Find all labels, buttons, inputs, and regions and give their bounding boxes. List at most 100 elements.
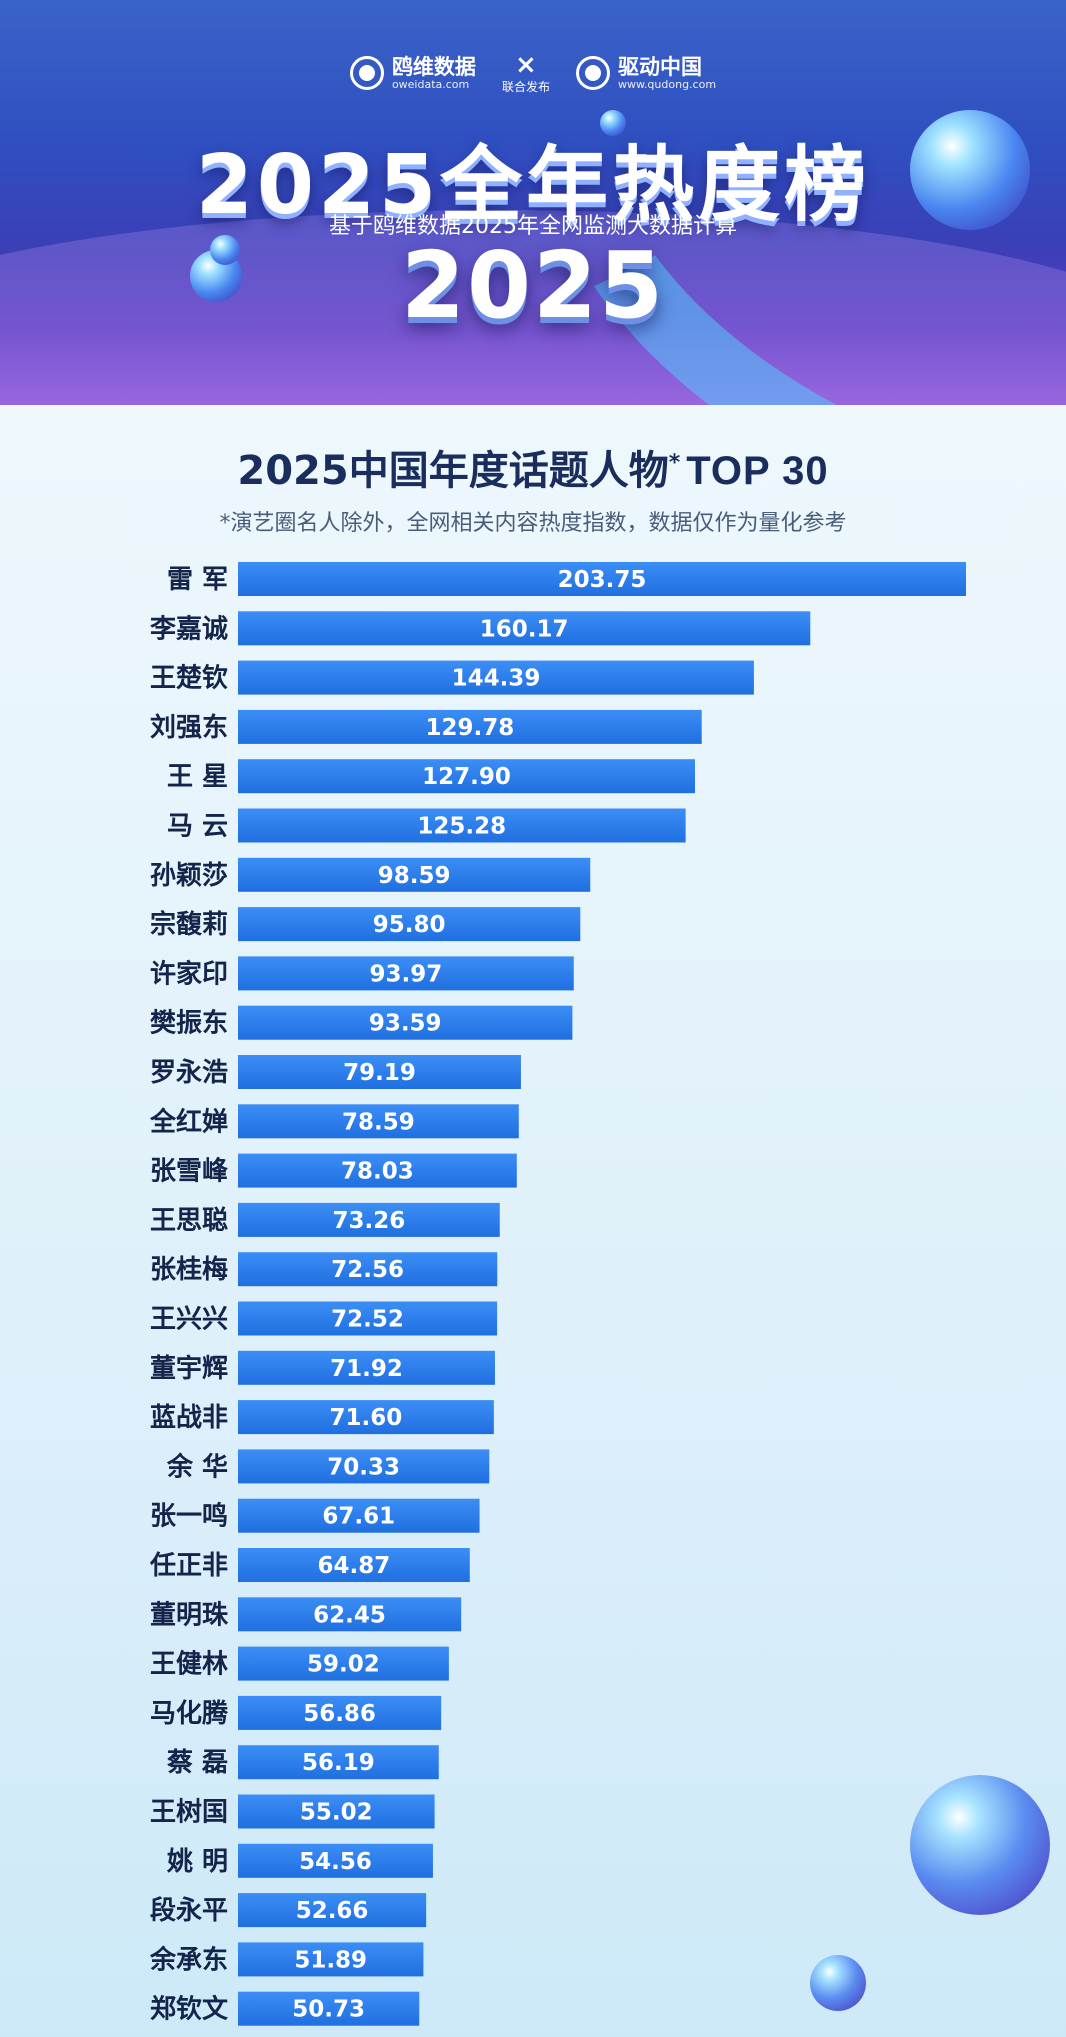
- chart-title-star: *: [668, 450, 681, 476]
- bar-value-label: 93.59: [369, 1011, 442, 1037]
- bar: [238, 1005, 573, 1040]
- bar-value-label: 64.87: [318, 1553, 391, 1579]
- bar-value-label: 71.92: [330, 1356, 403, 1382]
- bar-category-label: 王树国: [150, 1798, 228, 1828]
- bar-value-label: 54.56: [299, 1849, 372, 1875]
- bar: [238, 1252, 498, 1287]
- bar-value-label: 55.02: [300, 1800, 373, 1826]
- banner-title: 2025全年热度榜: [195, 138, 871, 233]
- bar-category-label: 罗永浩: [150, 1058, 228, 1088]
- bar: [238, 907, 581, 942]
- bar: [238, 1893, 427, 1928]
- bar-category-label: 李嘉诚: [149, 614, 228, 644]
- bar: [238, 660, 754, 695]
- chart-title-main: 2025中国年度话题人物: [237, 448, 669, 494]
- bar-category-label: 雷 军: [167, 565, 228, 595]
- bar-category-label: 王思聪: [150, 1205, 228, 1236]
- bar: [238, 562, 966, 596]
- qudong-logo-icon: [575, 56, 610, 90]
- bar-category-label: 蓝战非: [150, 1403, 228, 1433]
- bar: [238, 611, 811, 646]
- bar-value-label: 98.59: [378, 863, 451, 889]
- bar: [238, 857, 591, 892]
- bar-category-label: 余 华: [166, 1451, 228, 1482]
- bar-category-label: 姚 明: [166, 1847, 228, 1877]
- bar-category-label: 孙颖莎: [150, 861, 228, 891]
- bar-category-label: 王 星: [167, 762, 228, 792]
- bar-category-label: 刘强东: [150, 712, 228, 743]
- bar-value-label: 56.19: [302, 1750, 375, 1776]
- bar-value-label: 93.97: [369, 961, 442, 987]
- chart-note: *演艺圈名人除外，全网相关内容热度指数，数据仅作为量化参考: [219, 511, 847, 536]
- bar-category-label: 樊振东: [150, 1008, 228, 1039]
- bar-value-label: 56.86: [303, 1701, 376, 1727]
- partner-logos: 鸥维数据 oweidata.com × 联合发布 驱动中国 www.qudong…: [0, 48, 1066, 98]
- bar-category-label: 王楚钦: [150, 664, 228, 694]
- orb-bottom-small: [810, 1955, 866, 2011]
- bar-category-label: 王兴兴: [150, 1305, 228, 1335]
- bar-value-label: 78.03: [341, 1159, 414, 1185]
- bar-value-label: 79.19: [343, 1060, 416, 1086]
- bar-value-label: 52.66: [296, 1898, 369, 1924]
- bar-category-label: 段永平: [150, 1895, 228, 1926]
- joint-release-label: 联合发布: [501, 79, 550, 94]
- header-banner: 鸥维数据 oweidata.com × 联合发布 驱动中国 www.qudong…: [0, 0, 1066, 410]
- bar: [238, 1202, 500, 1237]
- bar: [238, 1153, 517, 1188]
- oweidata-url: oweidata.com: [391, 77, 470, 91]
- bar-value-label: 129.78: [425, 715, 514, 741]
- bar-value-label: 203.75: [558, 567, 647, 593]
- qudong-url: www.qudong.com: [617, 77, 717, 91]
- bar: [238, 1646, 449, 1681]
- bar: [238, 1301, 498, 1336]
- bar-value-label: 95.80: [373, 912, 446, 938]
- bar: [238, 1695, 442, 1730]
- bar-category-label: 余承东: [149, 1944, 228, 1975]
- cross-icon: ×: [515, 49, 537, 80]
- qudong-logo: 驱动中国 www.qudong.com: [575, 55, 717, 92]
- bar-value-label: 72.56: [331, 1257, 404, 1283]
- bar: [238, 1498, 480, 1533]
- orb-small-center: [600, 110, 626, 136]
- oweidata-name: 鸥维数据: [391, 54, 476, 79]
- bar-category-label: 郑钦文: [150, 1994, 229, 2025]
- bar-category-label: 任正非: [149, 1551, 228, 1581]
- chart-title: 2025中国年度话题人物* TOP 30: [0, 438, 1066, 496]
- bar-value-label: 144.39: [452, 666, 541, 692]
- orb-bottom-right: [910, 1775, 1050, 1915]
- bar-value-label: 125.28: [417, 814, 506, 840]
- bar: [238, 709, 702, 744]
- bar-value-label: 78.59: [342, 1109, 415, 1135]
- banner-year: 2025: [400, 232, 666, 339]
- bar-category-label: 许家印: [150, 958, 228, 989]
- banner-glow: [0, 210, 1066, 410]
- bar: [238, 759, 695, 794]
- orb-top-right: [910, 110, 1030, 230]
- banner-subtitle: 基于鸥维数据2025年全网监测大数据计算: [329, 214, 737, 239]
- bar-value-label: 51.89: [294, 1947, 367, 1973]
- bar-value-label: 50.73: [292, 1997, 365, 2023]
- bar: [238, 1350, 495, 1385]
- oweidata-logo-icon: [349, 56, 384, 90]
- bar-value-label: 73.26: [332, 1208, 405, 1234]
- bar: [238, 1991, 420, 2026]
- bar: [238, 1745, 439, 1780]
- bar-value-label: 67.61: [322, 1504, 395, 1530]
- bar: [238, 1794, 435, 1829]
- bar: [238, 808, 686, 843]
- orb-top-center: [210, 235, 240, 265]
- bar-category-label: 张桂梅: [150, 1254, 228, 1285]
- bar-category-label: 马化腾: [150, 1699, 229, 1729]
- bar: [238, 1400, 494, 1435]
- bar: [238, 1942, 424, 1977]
- bar-category-label: 董宇辉: [150, 1354, 228, 1384]
- bar-category-label: 蔡 磊: [167, 1748, 228, 1778]
- bar-category-label: 董明珠: [150, 1600, 229, 1630]
- bar: [238, 1597, 462, 1632]
- chart-title-top: TOP 30: [686, 449, 829, 493]
- bar-category-label: 张一鸣: [150, 1501, 228, 1532]
- bar-category-label: 宗馥莉: [150, 909, 228, 940]
- bar-value-label: 62.45: [313, 1602, 386, 1628]
- bar-value-label: 59.02: [307, 1652, 380, 1678]
